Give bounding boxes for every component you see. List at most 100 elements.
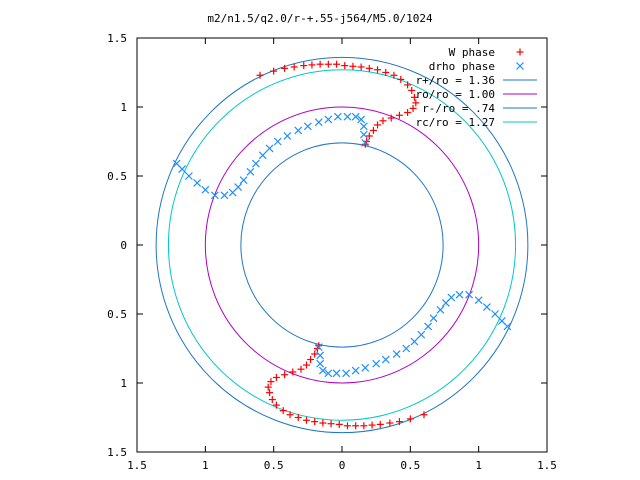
legend-swatch [516,48,524,56]
marker-stroke [273,137,282,146]
w-phase-point [307,356,315,364]
drho-phase-point [429,314,438,323]
y-tick-label: 1 [120,101,127,114]
marker-stroke [474,296,483,305]
w-phase-point [404,81,412,89]
drho-phase-point [246,167,255,176]
drho-phase-point [351,112,360,121]
w-phase-point [333,60,341,68]
w-phase-point [279,407,287,415]
w-phase-point [302,361,310,369]
marker-stroke [491,310,499,318]
drho-phase-point [316,351,325,360]
marker-stroke [497,316,506,325]
marker-stroke [210,191,219,200]
legend-label: rc/ro = 1.27 [416,116,495,129]
w-phase-point [270,67,278,75]
w-phase-point [266,389,274,397]
chart-title: m2/n1.5/q2.0/r-+.55-j564/M5.0/1024 [207,12,433,25]
drho-phase-point [273,137,282,146]
drho-phase-point [491,310,499,318]
drho-phase-point [361,363,370,372]
drho-phase-point [316,359,325,368]
x-tick-label: 0.5 [400,459,420,472]
w-phase-point [268,396,276,404]
drho-phase-point [265,144,274,153]
y-tick-label: 0.5 [107,170,127,183]
drho-phase-point [258,151,267,160]
w-phase-point [369,126,377,134]
drho-phase-point [251,159,260,168]
w-phase-point [272,373,280,381]
marker-stroke [351,112,360,121]
marker-stroke [402,344,411,353]
w-phase-point [319,419,327,427]
axis-ticks: 1.5 1 0.5 0 0.5 1 1.51.510.500.511.5 [107,32,557,472]
w-phase-point [300,62,308,70]
marker-stroke [220,191,229,200]
w-phase-point [294,414,302,421]
w-phase-point [343,422,351,430]
w-phase-point [412,99,420,107]
marker-stroke [516,62,524,70]
marker-stroke [172,159,181,168]
w-phase-point [289,368,297,376]
w-phase-point [395,111,403,119]
marker-stroke [324,115,333,124]
marker-stroke [381,355,390,364]
marker-stroke [228,188,237,197]
legend-label: r-/ro = .74 [422,102,495,115]
marker-stroke [436,305,445,314]
drho-phase-point [172,159,181,168]
w-phase-point [311,350,319,358]
drho-phase-point [318,366,327,375]
drho-phase-point [324,115,333,124]
x-tick-label: 1 [202,459,209,472]
marker-stroke [251,159,260,168]
marker-stroke [332,369,341,378]
drho-phase-point [351,366,360,375]
marker-stroke [410,337,419,346]
marker-stroke [283,132,292,140]
drho-phase-point [359,122,368,131]
drho-phase-point [324,369,333,378]
drho-phase-point [193,178,202,187]
x-tick-label: 0.5 [264,459,284,472]
drho-phase-point [381,355,390,364]
w-phase-point [352,422,360,430]
drho-phase-point [474,296,483,305]
drho-phase-point [503,322,512,331]
drho-phase-point [417,330,426,339]
w-phase-point [311,418,319,426]
w-phase-point [406,415,414,423]
w-phase-point [361,140,369,148]
reference-circle [167,69,517,421]
drho-phase-point [332,369,341,378]
drho-phase-point [402,344,411,353]
drho-phase-point [447,293,456,302]
drho-phase-point [436,305,445,314]
w-phase-point [290,63,298,71]
w-phase-point [357,63,365,71]
w-phase-point [409,104,417,112]
marker-stroke [359,130,368,139]
marker-stroke [417,330,426,339]
legend-label: r+/ro = 1.36 [416,74,495,87]
w-phase-point [316,60,324,68]
w-phase-point [404,109,412,117]
marker-stroke [316,351,325,360]
marker-stroke [201,185,210,194]
w-phase-point [341,62,349,70]
w-phase-point [315,342,323,350]
drho-phase-point [228,188,237,197]
w-phase-point [365,132,373,140]
marker-stroke [193,178,202,187]
w-phase-point [374,66,382,74]
marker-stroke [342,369,351,378]
drho-phase-point [210,191,219,200]
legend-swatch [516,62,524,70]
drho-phase-point [372,359,381,368]
marker-stroke [361,363,370,372]
